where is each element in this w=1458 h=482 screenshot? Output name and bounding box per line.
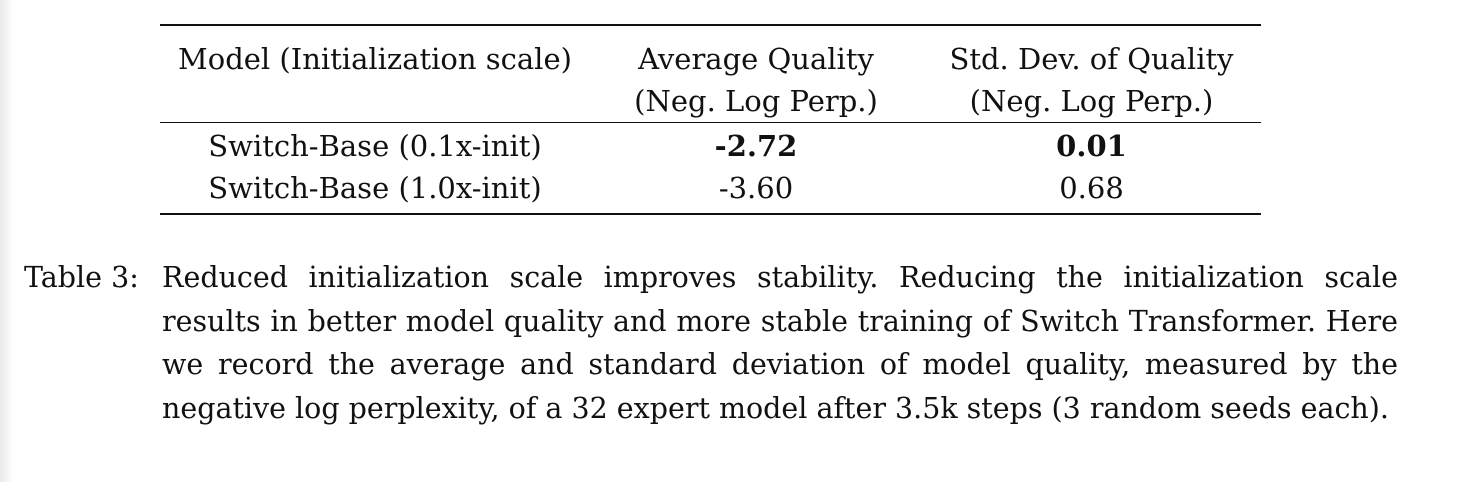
caption-label: Table 3: (24, 261, 139, 294)
header-model-line1: Model (Initialization scale) (178, 42, 572, 76)
header-std-line1: Std. Dev. of Quality (949, 42, 1234, 76)
cell-std-dev-quality: 0.68 (922, 167, 1261, 215)
table-body: Switch-Base (0.1x-init) -2.72 0.01 Switc… (160, 123, 1261, 215)
results-table-container: Model (Initialization scale) Average Qua… (160, 24, 1261, 215)
header-std-dev-quality: Std. Dev. of Quality (Neg. Log Perp.) (922, 24, 1261, 123)
header-row: Model (Initialization scale) Average Qua… (160, 24, 1261, 123)
table-header: Model (Initialization scale) Average Qua… (160, 24, 1261, 123)
header-average-quality: Average Quality (Neg. Log Perp.) (590, 24, 922, 123)
table-row: Switch-Base (1.0x-init) -3.60 0.68 (160, 167, 1261, 215)
table-row: Switch-Base (0.1x-init) -2.72 0.01 (160, 123, 1261, 168)
cell-average-quality: -3.60 (590, 167, 922, 215)
cell-std-dev-quality: 0.01 (1056, 129, 1127, 163)
header-average-line1: Average Quality (638, 42, 874, 76)
page-edge-shadow (0, 0, 14, 482)
results-table: Model (Initialization scale) Average Qua… (160, 24, 1261, 215)
cell-model: Switch-Base (1.0x-init) (160, 167, 590, 215)
header-model: Model (Initialization scale) (160, 24, 590, 123)
header-average-line2: (Neg. Log Perp.) (634, 84, 878, 118)
header-model-line2 (160, 80, 590, 122)
caption-text: Reduced initialization scale improves st… (162, 261, 1398, 425)
cell-average-quality: -2.72 (714, 129, 798, 163)
cell-model: Switch-Base (0.1x-init) (208, 129, 542, 163)
table-caption: Table 3: Reduced initialization scale im… (24, 256, 1404, 430)
header-std-line2: (Neg. Log Perp.) (969, 84, 1214, 118)
